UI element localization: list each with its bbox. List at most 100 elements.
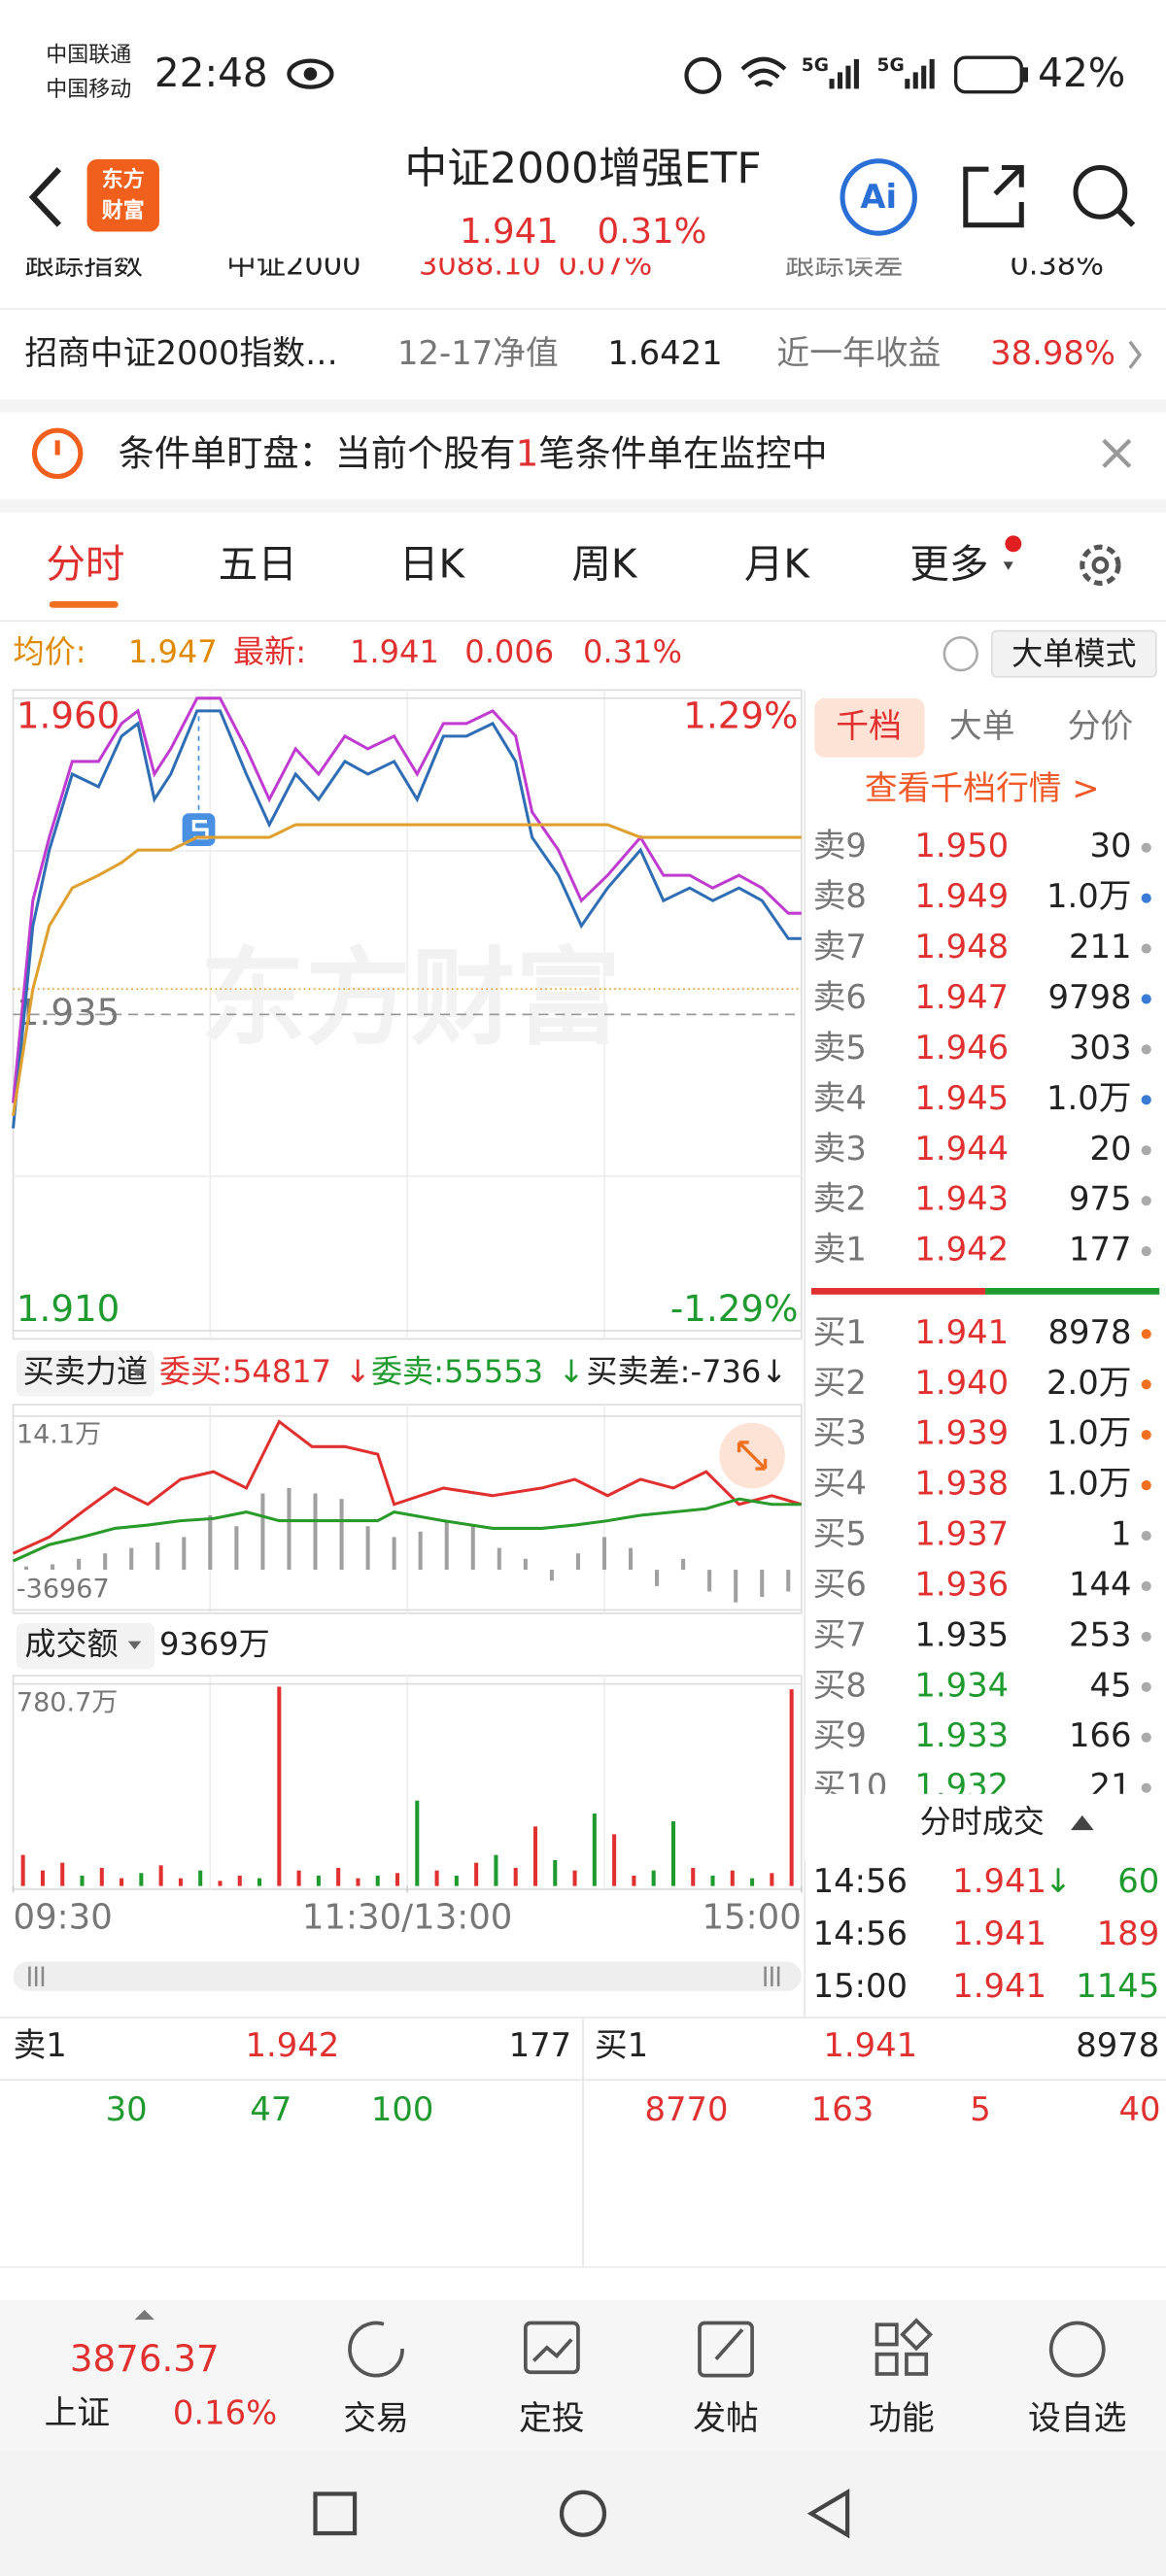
bid-total: 委买:54817 <box>159 1353 331 1390</box>
volume-name[interactable]: 成交额 <box>24 1626 118 1663</box>
series-line <box>12 1419 803 1555</box>
nav-label[interactable]: 交易 <box>343 2399 409 2437</box>
collapse-icon[interactable] <box>1070 1814 1094 1831</box>
recents-button[interactable] <box>313 2491 358 2536</box>
bar <box>707 1570 712 1592</box>
bar <box>681 1558 686 1571</box>
book-volume: 253 <box>1069 1615 1131 1653</box>
index-change[interactable]: 0.16% <box>173 2394 277 2432</box>
book-tab[interactable]: 大单 <box>949 707 1015 745</box>
home-button[interactable] <box>559 2490 607 2537</box>
book-tab[interactable]: 分价 <box>1068 707 1134 745</box>
bar <box>474 1862 479 1886</box>
ai-label[interactable]: Ai <box>860 178 897 216</box>
dropdown-icon <box>1003 561 1013 570</box>
mode-label[interactable]: 大单模式 <box>1012 635 1136 672</box>
series-line <box>12 823 802 1116</box>
scroll-handle[interactable] <box>28 1966 780 1986</box>
bid-arrow: ↓ <box>345 1353 371 1390</box>
period-tab[interactable]: 分时 <box>46 540 124 587</box>
period-tab[interactable]: 月K <box>744 540 811 587</box>
stock-title: 中证2000增强ETF <box>404 144 761 193</box>
book-dot <box>1141 1379 1151 1390</box>
expand-icon <box>134 2310 154 2321</box>
index-value[interactable]: 3876.37 <box>70 2337 220 2380</box>
trades-bg <box>805 1793 1166 1860</box>
help-icon[interactable] <box>943 635 978 672</box>
back-button[interactable] <box>28 167 61 227</box>
period-tab[interactable]: 更多 <box>909 540 988 587</box>
scrollbar[interactable] <box>13 1961 802 1991</box>
search-button[interactable] <box>1115 208 1136 227</box>
tab-highlight <box>814 697 925 758</box>
volume-total: 9369万 <box>159 1626 270 1663</box>
bar <box>434 1870 439 1886</box>
x-tick-label: 09:30 <box>14 1897 113 1937</box>
settings-button[interactable] <box>1080 544 1121 586</box>
queue-orders: 30 47 100 8770 163 5 40 <box>106 2090 1161 2128</box>
invest-icon[interactable] <box>523 2321 580 2375</box>
change-pct: 0.31% <box>583 633 682 670</box>
share-button[interactable] <box>963 164 1024 228</box>
func-icon[interactable] <box>874 2352 899 2376</box>
invest-icon[interactable] <box>532 2338 573 2362</box>
book-dot <box>1141 1530 1151 1542</box>
bar <box>494 1854 498 1886</box>
y-tick-label: -36967 <box>17 1575 110 1605</box>
expand-button[interactable] <box>737 1441 768 1471</box>
period-tab[interactable]: 周K <box>571 540 638 587</box>
volume-select[interactable] <box>16 1623 154 1670</box>
period-tab[interactable]: 五日 <box>219 540 297 587</box>
bar <box>296 1870 301 1886</box>
indicator-name[interactable]: 买卖力道 <box>23 1353 148 1390</box>
back-nav-button[interactable] <box>806 2489 850 2539</box>
alert-suffix: 笔条件单在监控中 <box>538 431 827 474</box>
book-dot <box>1141 1329 1151 1339</box>
book-tab[interactable]: 千档 <box>836 707 902 745</box>
fund-row[interactable]: 招商中证2000指数… 12-17净值 1.6421 近一年收益 38.98% <box>24 334 1143 372</box>
func-icon[interactable] <box>874 2322 899 2347</box>
alert-text[interactable]: 条件单盯盘：当前个股有1笔条件单在监控中 <box>119 431 828 474</box>
settings-button[interactable] <box>1091 556 1110 574</box>
index-name[interactable]: 上证 <box>45 2394 111 2432</box>
book-link[interactable]: 查看千档行情 > <box>865 769 1100 807</box>
bar <box>365 1526 370 1571</box>
post-icon[interactable] <box>698 2321 754 2378</box>
nav-label[interactable]: 设自选 <box>1028 2399 1126 2437</box>
trade-time: 14:56 <box>813 1862 908 1900</box>
bar <box>60 1862 65 1886</box>
func-icon[interactable] <box>900 2318 934 2352</box>
book-price: 1.943 <box>914 1180 1009 1218</box>
func-icon[interactable] <box>905 2352 929 2376</box>
close-button[interactable] <box>1102 438 1132 468</box>
ai-button[interactable] <box>840 158 917 236</box>
book-volume: 144 <box>1069 1565 1131 1603</box>
bar <box>260 1493 265 1571</box>
trade-volume: 1145 <box>1076 1967 1159 2005</box>
book-dot <box>1141 1145 1151 1156</box>
signal-icon <box>829 58 859 89</box>
alert-bar[interactable]: 条件单盯盘：当前个股有1笔条件单在监控中 <box>31 427 1132 480</box>
nav-label[interactable]: 发帖 <box>693 2399 759 2437</box>
watch-icon[interactable] <box>1048 2321 1106 2378</box>
book-dot <box>1141 1430 1151 1441</box>
mode-button[interactable] <box>991 629 1157 678</box>
period-tab[interactable]: 日K <box>399 540 466 587</box>
nav-label[interactable]: 功能 <box>869 2399 935 2437</box>
queue-bid-label: 买1 <box>595 2026 648 2064</box>
scroll-track[interactable] <box>13 1961 802 1991</box>
search-button[interactable] <box>1073 164 1128 220</box>
logo <box>86 159 159 232</box>
bar <box>572 1870 577 1886</box>
indicator-select[interactable] <box>16 1350 154 1397</box>
book-label: 卖6 <box>813 978 867 1016</box>
book-volume: 1.0万 <box>1046 877 1132 915</box>
fund-name[interactable]: 招商中证2000指数… <box>24 334 337 372</box>
nav-label[interactable]: 定投 <box>519 2399 585 2437</box>
tab-underline <box>49 601 119 608</box>
post-icon[interactable] <box>714 2328 744 2360</box>
trade-icon[interactable] <box>348 2321 404 2378</box>
bid-order: 40 <box>1118 2090 1160 2128</box>
